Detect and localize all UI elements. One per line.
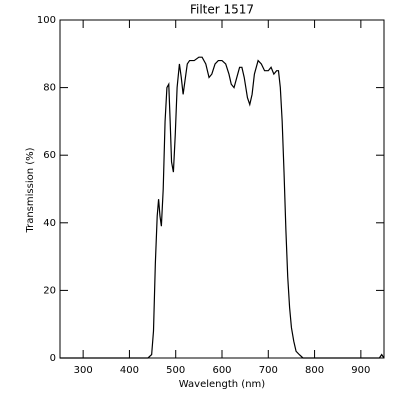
y-tick-label: 80 <box>43 83 56 94</box>
line <box>60 56 385 359</box>
y-tick-label: 20 <box>43 285 56 296</box>
x-tick-label: 800 <box>305 365 324 376</box>
x-tick-label: 600 <box>212 365 231 376</box>
x-tick-label: 300 <box>74 365 93 376</box>
y-tick-label: 60 <box>43 150 56 161</box>
chart-title: Filter 1517 <box>190 3 254 17</box>
x-tick-label: 900 <box>351 365 370 376</box>
x-axis-label: Wavelength (nm) <box>179 379 265 390</box>
y-tick-label: 100 <box>37 15 56 26</box>
y-axis-label: Transmission (%) <box>25 147 36 233</box>
y-tick-label: 40 <box>43 218 56 229</box>
x-tick-label: 500 <box>166 365 185 376</box>
x-tick-label: 700 <box>259 365 278 376</box>
y-tick-label: 0 <box>50 353 56 364</box>
x-tick-label: 400 <box>120 365 139 376</box>
